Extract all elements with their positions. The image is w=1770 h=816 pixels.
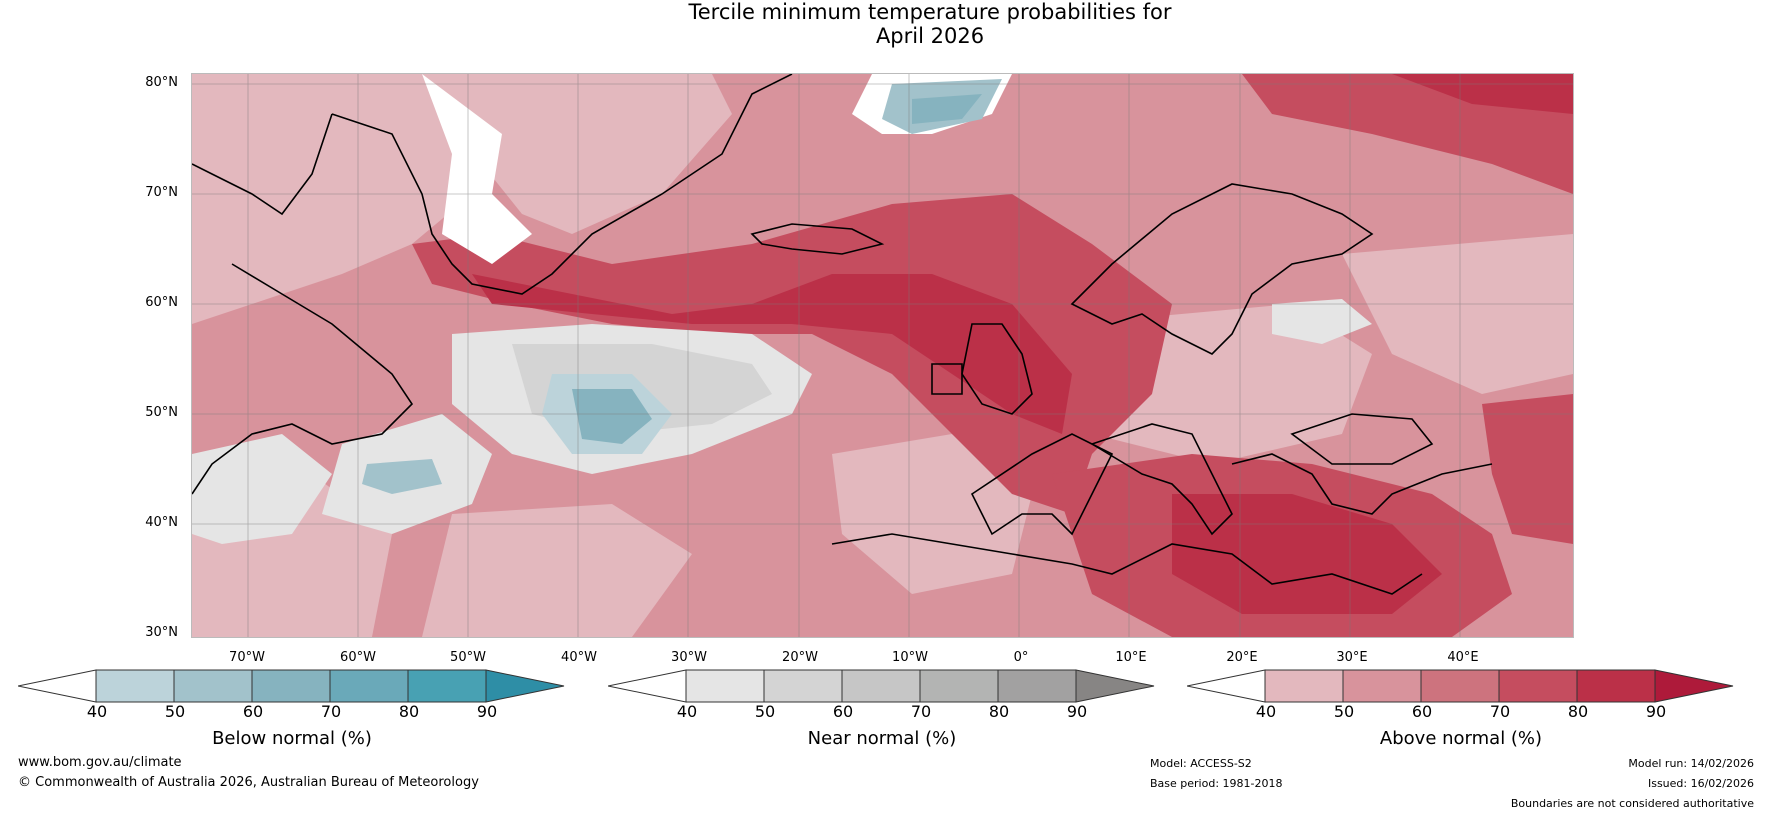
title-line-2: April 2026 — [875, 24, 985, 48]
near-tick-80: 80 — [988, 702, 1010, 721]
below-tick-80: 80 — [398, 702, 420, 721]
colorbar-near — [608, 669, 1155, 703]
legend-below-normal — [18, 668, 568, 704]
colorbar-segment — [251, 669, 331, 703]
probability-map — [191, 73, 1574, 638]
above-tick-50: 50 — [1333, 702, 1355, 721]
colorbar-segment — [841, 669, 921, 703]
lon-label-50w: 50°W — [450, 650, 486, 665]
lat-label-60n: 60°N — [145, 295, 178, 310]
near-tick-70: 70 — [910, 702, 932, 721]
below-tick-60: 60 — [242, 702, 264, 721]
colorbar-segment — [1576, 669, 1656, 703]
colorbar-extend-high — [1654, 669, 1734, 703]
map-svg — [192, 74, 1573, 637]
lat-label-50n: 50°N — [145, 405, 178, 420]
colorbar-segment — [1264, 669, 1344, 703]
legend-above-normal — [1187, 668, 1737, 704]
lon-label-20w: 20°W — [782, 650, 818, 665]
lat-label-70n: 70°N — [145, 185, 178, 200]
lon-label-40w: 40°W — [561, 650, 597, 665]
lon-label-10w: 10°W — [892, 650, 928, 665]
colorbar-segment — [685, 669, 765, 703]
colorbar-segment — [1342, 669, 1422, 703]
footer-url[interactable]: www.bom.gov.au/climate — [18, 755, 182, 770]
colorbar-extend-low — [18, 669, 97, 703]
colorbar-segment — [1498, 669, 1578, 703]
colorbar-segment — [1420, 669, 1500, 703]
below-tick-90: 90 — [476, 702, 498, 721]
colorbar-segment — [997, 669, 1077, 703]
legend-title-near: Near normal (%) — [807, 728, 957, 749]
lon-label-30w: 30°W — [671, 650, 707, 665]
colorbar-segment — [95, 669, 175, 703]
above-tick-80: 80 — [1567, 702, 1589, 721]
colorbar-segment — [329, 669, 409, 703]
lon-label-10e: 10°E — [1115, 650, 1147, 665]
below-tick-40: 40 — [86, 702, 108, 721]
above-tick-40: 40 — [1255, 702, 1277, 721]
colorbar-above — [1187, 669, 1734, 703]
legend-title-above: Above normal (%) — [1379, 728, 1543, 749]
lon-label-60w: 60°W — [340, 650, 376, 665]
colorbar-extend-high — [1075, 669, 1155, 703]
legend-near-normal — [608, 668, 1158, 704]
footer-copyright: © Commonwealth of Australia 2026, Austra… — [18, 775, 479, 790]
lat-label-80n: 80°N — [145, 75, 178, 90]
colorbar-below — [18, 669, 565, 703]
below-tick-50: 50 — [164, 702, 186, 721]
colorbar-extend-low — [608, 669, 687, 703]
above-tick-70: 70 — [1489, 702, 1511, 721]
above-tick-90: 90 — [1645, 702, 1667, 721]
title-line-1: Tercile minimum temperature probabilitie… — [688, 0, 1172, 24]
colorbar-segment — [173, 669, 253, 703]
legend-title-below: Below normal (%) — [212, 728, 372, 749]
above-tick-60: 60 — [1411, 702, 1433, 721]
colorbar-segment — [407, 669, 487, 703]
below-tick-70: 70 — [320, 702, 342, 721]
near-tick-90: 90 — [1066, 702, 1088, 721]
colorbar-segment — [919, 669, 999, 703]
footer-model-run: Model run: 14/02/2026 — [1628, 757, 1754, 770]
chart-title: Tercile minimum temperature probabilitie… — [0, 0, 1770, 48]
graticule — [192, 74, 1573, 637]
colorbar-segment — [763, 669, 843, 703]
near-tick-50: 50 — [754, 702, 776, 721]
lon-label-20e: 20°E — [1226, 650, 1258, 665]
colorbar-extend-low — [1187, 669, 1266, 703]
near-tick-40: 40 — [676, 702, 698, 721]
near-tick-60: 60 — [832, 702, 854, 721]
footer-issued: Issued: 16/02/2026 — [1647, 777, 1754, 790]
lat-label-40n: 40°N — [145, 515, 178, 530]
coastlines — [192, 74, 1493, 595]
colorbar-extend-high — [485, 669, 565, 703]
lon-label-40e: 40°E — [1447, 650, 1479, 665]
lon-label-30e: 30°E — [1336, 650, 1368, 665]
lon-label-0: 0° — [1013, 650, 1029, 665]
footer-model: Model: ACCESS-S2 — [1150, 757, 1252, 770]
footer-base-period: Base period: 1981-2018 — [1150, 777, 1283, 790]
lat-label-30n: 30°N — [145, 625, 178, 640]
lon-label-70w: 70°W — [229, 650, 265, 665]
footer-disclaimer: Boundaries are not considered authoritat… — [1510, 797, 1754, 810]
